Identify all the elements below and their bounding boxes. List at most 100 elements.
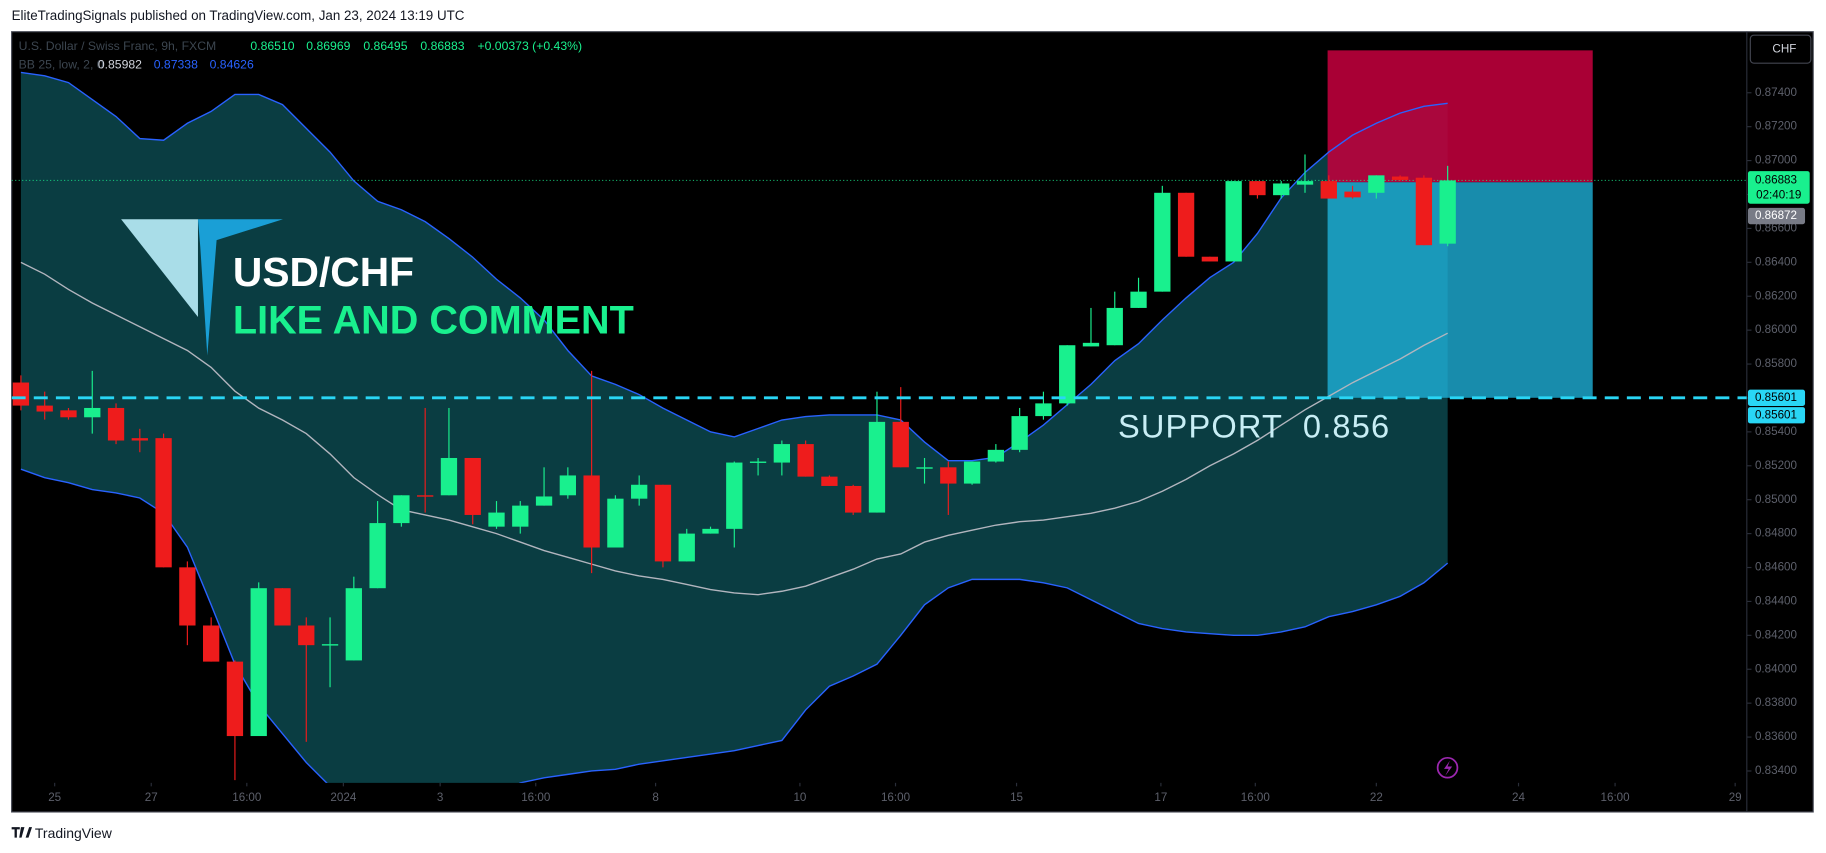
candle-body xyxy=(155,438,172,568)
x-tick-label: 16:00 xyxy=(1601,791,1631,804)
candle-body xyxy=(321,644,339,646)
candle-body xyxy=(107,407,125,441)
x-tick-label: 27 xyxy=(145,791,158,804)
y-tick-label: 0.85800 xyxy=(1755,357,1798,370)
support-price-label: 0.85601 xyxy=(1755,408,1797,421)
support-price-box xyxy=(1747,389,1806,406)
candle-body xyxy=(84,407,101,418)
y-tick-label: 0.84800 xyxy=(1755,527,1798,540)
candle-body xyxy=(1154,192,1171,292)
y-tick-label: 0.83400 xyxy=(1755,764,1798,777)
x-tick-label: 3 xyxy=(437,791,443,804)
candle-body xyxy=(535,496,553,506)
y-tick-label: 0.84200 xyxy=(1755,628,1798,641)
candle-body xyxy=(1201,256,1219,262)
candle-body xyxy=(1368,175,1385,193)
candle-body xyxy=(179,567,196,626)
candle-body xyxy=(1225,181,1242,262)
candle-body xyxy=(1391,176,1409,180)
x-tick-label: 16:00 xyxy=(232,791,262,804)
candle-body xyxy=(1106,307,1123,346)
x-tick-label: 16:00 xyxy=(1241,791,1271,804)
candle-body xyxy=(12,382,30,406)
legend-bb-middle: 0.85982 xyxy=(98,58,142,72)
y-tick-label: 0.85400 xyxy=(1755,425,1798,438)
x-tick-label: 8 xyxy=(652,791,658,804)
y-tick-label: 0.84000 xyxy=(1755,662,1798,675)
last-price-label: 0.86883 xyxy=(1755,173,1797,186)
brand-text: TradingView xyxy=(35,825,113,841)
candle-body xyxy=(1415,177,1433,246)
axes: 0.874000.872000.870000.868000.866000.864… xyxy=(48,86,1797,804)
support-price-box xyxy=(1747,407,1806,424)
candle-body xyxy=(417,495,434,497)
logo-right xyxy=(197,219,283,356)
candle-body xyxy=(773,444,791,463)
candle-body xyxy=(1177,192,1195,257)
candle-body xyxy=(274,588,291,626)
candle-body xyxy=(678,533,695,562)
candle-body xyxy=(1296,181,1314,185)
candle-body xyxy=(464,457,481,515)
y-tick-label: 0.85000 xyxy=(1755,493,1798,506)
candle-body xyxy=(1273,183,1290,196)
x-tick-label: 10 xyxy=(793,791,806,804)
candle-body xyxy=(726,462,743,529)
last-price-box xyxy=(1747,171,1810,204)
band-upper xyxy=(20,71,1448,462)
x-tick-label: 17 xyxy=(1154,791,1167,804)
currency-label[interactable]: CHF xyxy=(1772,42,1796,55)
y-tick-label: 0.84400 xyxy=(1755,595,1798,608)
annotation-cta: LIKE AND COMMENT xyxy=(233,298,634,342)
candle-body xyxy=(393,495,410,524)
x-tick-label: 24 xyxy=(1512,791,1525,804)
candle-body xyxy=(131,438,148,441)
candle-body xyxy=(1130,291,1147,308)
target-zone xyxy=(1327,182,1593,398)
candle-body xyxy=(36,405,53,412)
y-tick-label: 0.86400 xyxy=(1755,255,1798,268)
candle-body xyxy=(749,461,767,463)
entry-price-label: 0.86872 xyxy=(1755,209,1797,222)
header-text: EliteTradingSignals published on Trading… xyxy=(12,8,465,23)
candle-body xyxy=(702,528,719,534)
y-tick-label: 0.83800 xyxy=(1755,696,1798,709)
candle-body xyxy=(298,625,315,646)
candle-body xyxy=(369,523,386,589)
candle-body xyxy=(821,476,838,486)
currency-button[interactable] xyxy=(1749,34,1812,64)
y-tick-label: 0.85200 xyxy=(1755,459,1798,472)
support-price-label: 0.85601 xyxy=(1755,391,1797,404)
event-icon[interactable] xyxy=(1436,756,1459,779)
candle-body xyxy=(916,467,933,469)
candle-body xyxy=(892,421,909,468)
candle-body xyxy=(60,410,77,418)
candle-body xyxy=(845,485,862,513)
band-middle xyxy=(20,261,1448,596)
indicator-legend: BB 25, low, 2, 0 xyxy=(19,58,104,72)
x-tick-label: 22 xyxy=(1370,791,1383,804)
candle-body xyxy=(345,588,362,661)
legend-bb-lower: 0.84626 xyxy=(210,58,254,72)
y-tick-label: 0.83600 xyxy=(1755,730,1798,743)
y-tick-label: 0.87000 xyxy=(1755,154,1798,167)
candle-body xyxy=(1320,181,1337,199)
candle-body xyxy=(987,449,1005,462)
y-tick-label: 0.87400 xyxy=(1755,86,1798,99)
stop-zone xyxy=(1327,50,1593,183)
countdown-label: 02:40:19 xyxy=(1756,189,1801,202)
annotation-title: USD/CHF xyxy=(233,249,414,295)
candle-body xyxy=(440,457,458,496)
event-bolt xyxy=(1444,760,1453,776)
y-tick-label: 0.86200 xyxy=(1755,289,1798,302)
y-tick-label: 0.84600 xyxy=(1755,561,1798,574)
legend-high: 0.86969 xyxy=(306,39,350,53)
entry-price-box xyxy=(1747,207,1806,225)
candle-body xyxy=(1249,181,1266,196)
candle-body xyxy=(940,467,957,484)
brand-logo xyxy=(11,827,33,838)
y-tick-label: 0.86600 xyxy=(1755,221,1798,234)
candle-body xyxy=(1439,180,1456,244)
y-tick-label: 0.86000 xyxy=(1755,323,1798,336)
